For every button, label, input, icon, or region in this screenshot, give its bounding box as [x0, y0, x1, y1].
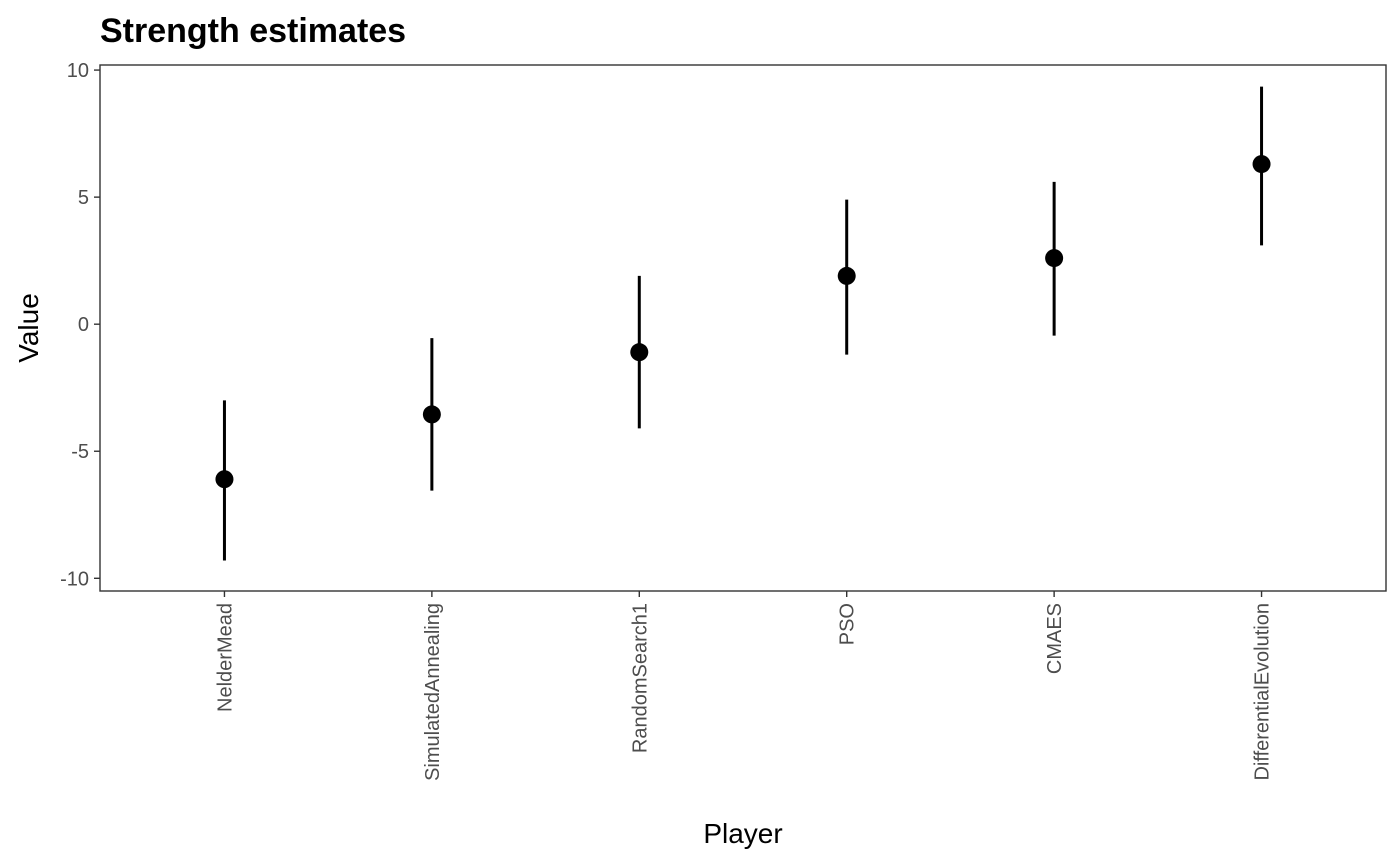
y-axis-title: Value [13, 293, 44, 363]
y-tick-label: 10 [67, 60, 89, 82]
data-point [1252, 155, 1271, 174]
data-point [630, 343, 649, 362]
y-tick-label: 5 [78, 187, 89, 209]
data-marks [215, 86, 1271, 561]
x-tick-label: PSO [837, 603, 859, 645]
data-point [1045, 249, 1064, 268]
y-tick-label: -10 [60, 568, 89, 590]
x-axis-title: Player [703, 818, 782, 849]
plot-panel [99, 64, 1387, 592]
chart-title: Strength estimates [100, 12, 406, 50]
x-axis: NelderMead SimulatedAnnealing RandomSearch… [214, 591, 1274, 781]
x-tick-label: RandomSearch1 [629, 603, 651, 753]
data-point [837, 266, 856, 285]
data-point [215, 470, 234, 489]
x-tick-label: NelderMead [214, 603, 236, 712]
x-tick-label: SimulatedAnnealing [422, 603, 444, 781]
x-tick-label: CMAES [1044, 603, 1066, 674]
y-tick-label: 0 [78, 314, 89, 336]
data-point [422, 405, 441, 424]
y-axis: -10 -5 0 5 10 [60, 60, 100, 590]
y-tick-label: -5 [71, 441, 89, 463]
x-tick-label: DifferentialEvolution [1252, 603, 1274, 781]
